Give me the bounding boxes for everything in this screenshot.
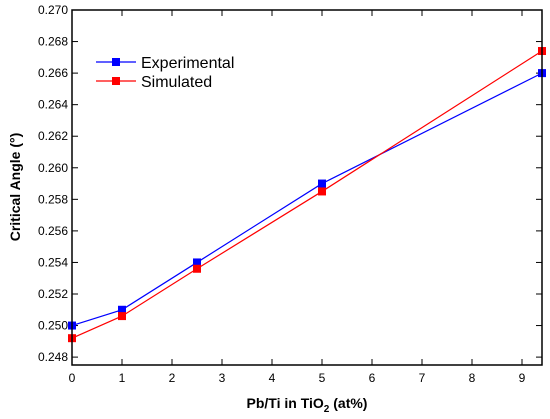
legend-item-simulated: Simulated xyxy=(96,74,212,91)
y-tick-label: 0.262 xyxy=(38,129,68,143)
x-axis-title: Pb/Ti in TiO2 (at%) xyxy=(247,395,368,415)
data-point-experimental xyxy=(193,258,201,267)
x-tick-label: 6 xyxy=(369,371,376,385)
data-point-simulated xyxy=(193,264,201,273)
plot-frame xyxy=(71,9,543,366)
series-line-experimental xyxy=(71,72,543,327)
y-tick-label: 0.254 xyxy=(38,255,68,269)
legend-item-experimental: Experimental xyxy=(96,55,234,72)
series xyxy=(68,47,546,343)
y-tick-label: 0.266 xyxy=(38,66,68,80)
x-tick-label: 4 xyxy=(269,371,276,385)
legend-label-experimental: Experimental xyxy=(141,55,234,72)
x-tick-label: 8 xyxy=(469,371,476,385)
ticks: 0 1 2 3 4 5 6 7 8 9 0.248 0.250 0.252 0.254 0.256 0.258… xyxy=(38,3,542,385)
x-tick-label: 2 xyxy=(169,371,176,385)
x-tick-label: 0 xyxy=(69,371,76,385)
y-tick-label: 0.256 xyxy=(38,224,68,238)
y-tick-label: 0.270 xyxy=(38,3,68,17)
x-tick-label: 1 xyxy=(119,371,126,385)
x-tick-label: 5 xyxy=(319,371,326,385)
y-tick-label: 0.268 xyxy=(38,35,68,49)
y-tick-label: 0.250 xyxy=(38,319,68,333)
data-point-experimental xyxy=(318,179,326,188)
x-tick-label: 9 xyxy=(519,371,526,385)
x-axis-title-prefix: Pb/Ti in TiO xyxy=(247,395,324,411)
y-tick-label: 0.252 xyxy=(38,287,68,301)
y-tick-label: 0.248 xyxy=(38,350,68,364)
y-tick-label: 0.258 xyxy=(38,192,68,206)
y-tick-label: 0.260 xyxy=(38,161,68,175)
x-axis-title-suffix: (at%) xyxy=(329,395,367,411)
data-point-experimental xyxy=(118,305,126,314)
series-experimental xyxy=(68,69,546,330)
x-tick-label: 7 xyxy=(419,371,426,385)
legend: Experimental Simulated xyxy=(96,55,234,91)
data-point-simulated xyxy=(118,312,126,321)
y-tick-label: 0.264 xyxy=(38,98,68,112)
legend-marker-simulated xyxy=(112,77,120,85)
x-axis-title-subscript: 2 xyxy=(324,404,330,415)
y-axis-title: Critical Angle (°) xyxy=(7,133,23,242)
data-point-simulated xyxy=(318,187,326,196)
legend-label-simulated: Simulated xyxy=(141,74,212,91)
x-tick-label: 3 xyxy=(219,371,226,385)
series-line-simulated xyxy=(71,50,543,339)
legend-marker-experimental xyxy=(112,58,120,66)
